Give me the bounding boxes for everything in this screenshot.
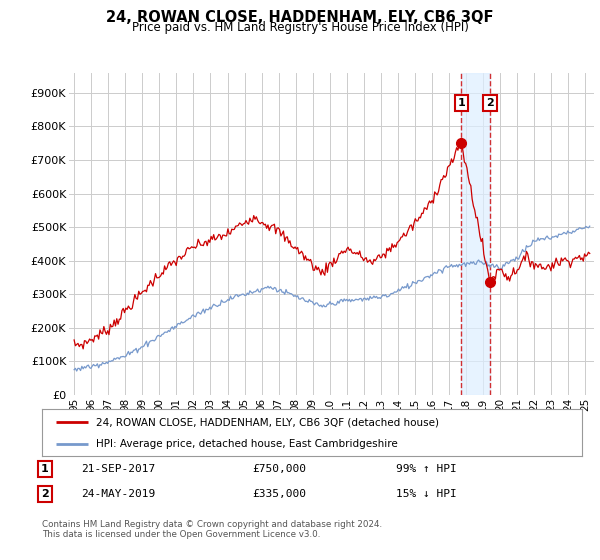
Text: £750,000: £750,000 xyxy=(252,464,306,474)
Text: 15% ↓ HPI: 15% ↓ HPI xyxy=(396,489,457,499)
Text: HPI: Average price, detached house, East Cambridgeshire: HPI: Average price, detached house, East… xyxy=(96,438,398,449)
Text: 1: 1 xyxy=(41,464,49,474)
Text: 2: 2 xyxy=(486,98,494,108)
Text: 1: 1 xyxy=(458,98,465,108)
Bar xyxy=(461,73,490,395)
Text: Price paid vs. HM Land Registry's House Price Index (HPI): Price paid vs. HM Land Registry's House … xyxy=(131,21,469,34)
Text: 24, ROWAN CLOSE, HADDENHAM, ELY, CB6 3QF (detached house): 24, ROWAN CLOSE, HADDENHAM, ELY, CB6 3QF… xyxy=(96,417,439,427)
Text: 2: 2 xyxy=(41,489,49,499)
Text: 21-SEP-2017: 21-SEP-2017 xyxy=(81,464,155,474)
Text: 24-MAY-2019: 24-MAY-2019 xyxy=(81,489,155,499)
Text: Contains HM Land Registry data © Crown copyright and database right 2024.
This d: Contains HM Land Registry data © Crown c… xyxy=(42,520,382,539)
Text: 99% ↑ HPI: 99% ↑ HPI xyxy=(396,464,457,474)
Text: 24, ROWAN CLOSE, HADDENHAM, ELY, CB6 3QF: 24, ROWAN CLOSE, HADDENHAM, ELY, CB6 3QF xyxy=(106,10,494,25)
Text: £335,000: £335,000 xyxy=(252,489,306,499)
